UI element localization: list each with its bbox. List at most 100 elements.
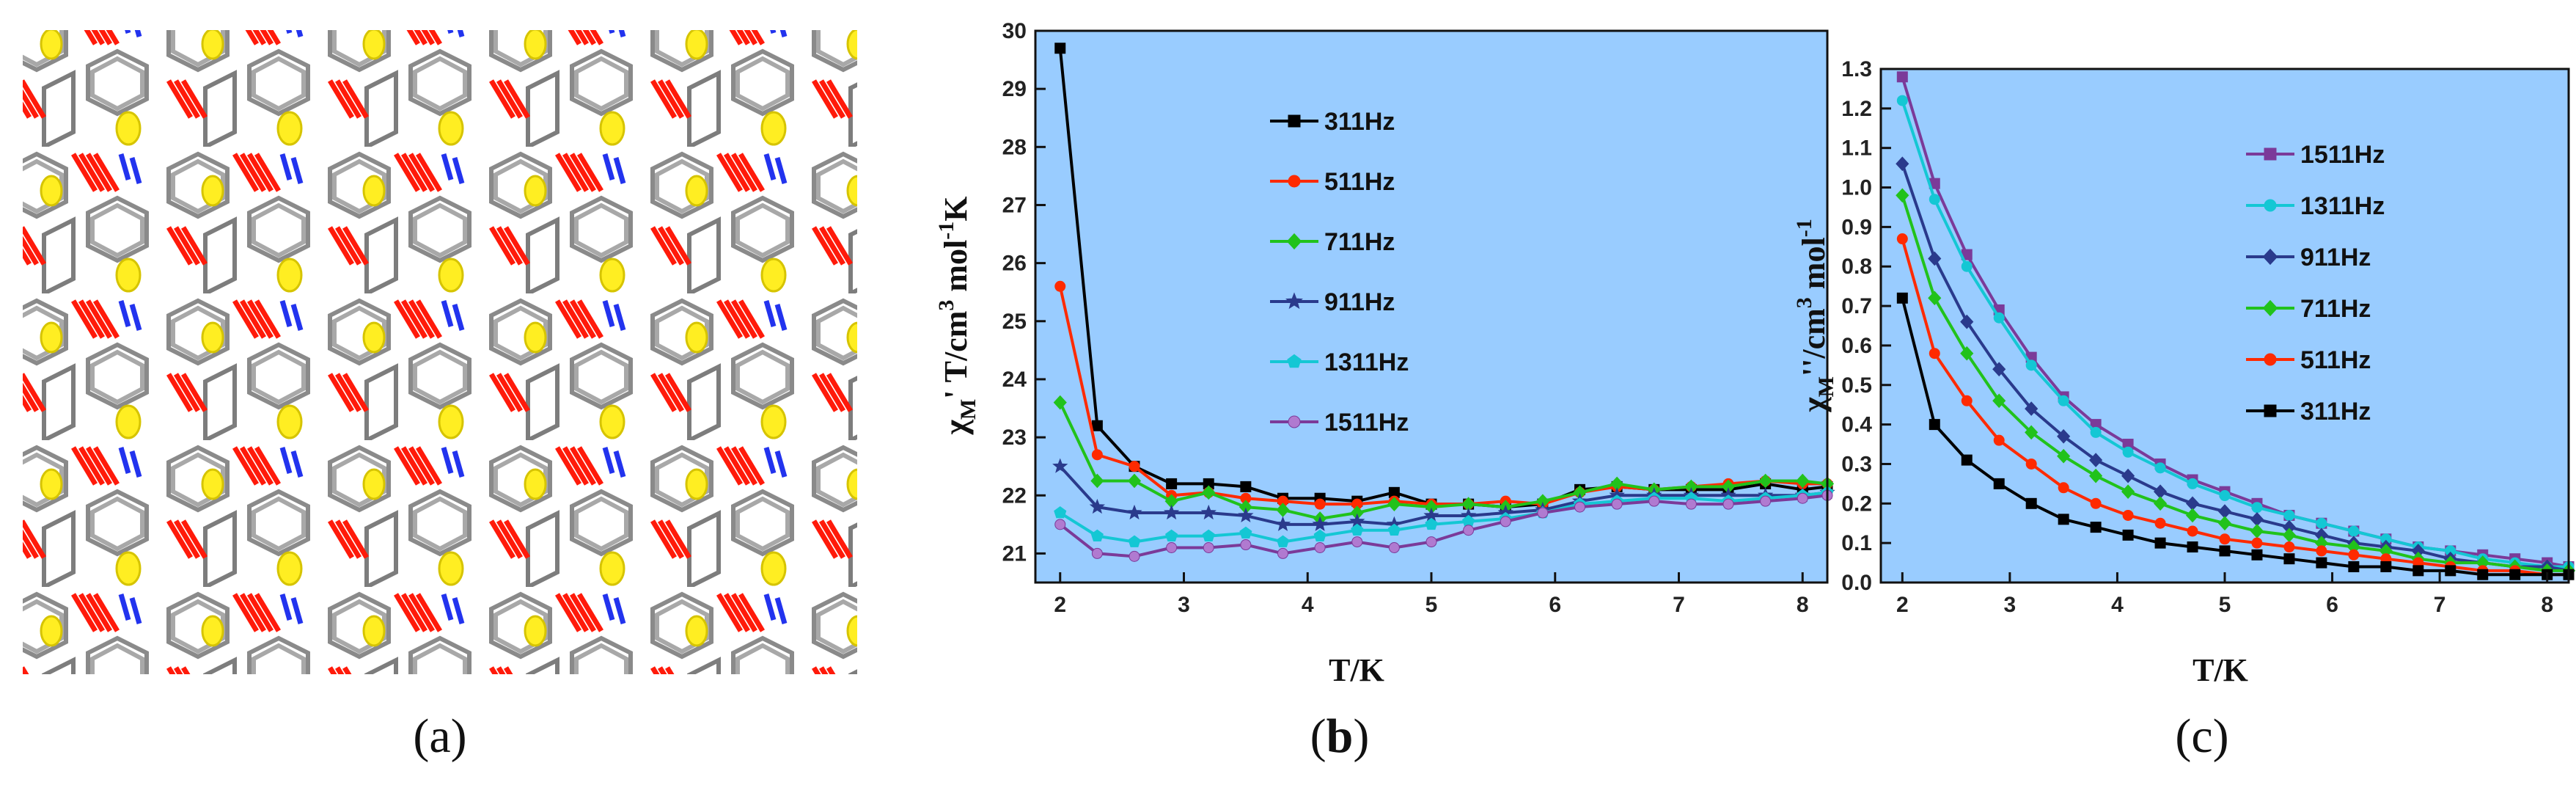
data-point-711Hz (1090, 473, 1104, 489)
data-point-311Hz (1993, 478, 2005, 489)
x-tick-label: 2 (1896, 593, 1909, 617)
crystal-structure-image (21, 29, 859, 676)
chart-c-ac-susceptibility-imaginary: 2 3 4 5 6 7 8 0.0 0.1 0.2 0.3 0.4 0.5 0.6 0.7 0.8 0.9 1.0… (1792, 57, 2576, 688)
data-point-311Hz (2283, 553, 2295, 565)
data-point-1511Hz (1611, 498, 1623, 510)
data-point-1311Hz (1313, 529, 1326, 541)
y-tick-label: 21 (1002, 541, 1027, 566)
legend-b: 311Hz 511Hz 711Hz 911Hz 1311Hz 1511Hz (1270, 108, 1409, 437)
data-point-1311Hz (1896, 95, 1908, 106)
x-tick-label: 7 (2434, 593, 2446, 617)
x-tick-label: 8 (2541, 593, 2553, 617)
data-point-511Hz (1091, 449, 1103, 461)
legend-label-1311Hz: 1311Hz (1324, 348, 1409, 376)
data-point-1511Hz (1166, 542, 1178, 554)
legend-marker-1311Hz (2264, 199, 2277, 212)
legend-marker-911Hz (1285, 292, 1303, 310)
series-line-1511Hz (1059, 494, 1828, 558)
data-point-511Hz (1929, 348, 1940, 359)
data-point-311Hz (1929, 419, 1940, 431)
data-point-311Hz (1091, 420, 1103, 431)
data-point-1311Hz (1993, 312, 2005, 324)
x-tick-label: 4 (2111, 593, 2124, 617)
series-line-911Hz (1901, 163, 2569, 572)
data-point-1311Hz (2251, 502, 2263, 514)
y-tick-label: 0.1 (1841, 531, 1872, 555)
data-point-511Hz (2219, 533, 2231, 545)
legend-label-1311Hz: 1311Hz (2300, 192, 2385, 220)
data-point-511Hz (2122, 509, 2134, 521)
data-point-711Hz (1202, 485, 1216, 500)
x-axis-title-c: T/K (2192, 652, 2248, 688)
data-point-1311Hz (1276, 535, 1290, 547)
data-point-1511Hz (1648, 495, 1660, 507)
panel-label-a: (a) (413, 709, 466, 763)
data-point-711Hz (2121, 484, 2135, 499)
data-point-1511Hz (1425, 536, 1437, 548)
data-point-511Hz (2316, 545, 2327, 557)
data-point-911Hz (2057, 428, 2071, 444)
panel-label-b: (b) (1310, 709, 1370, 763)
data-point-711Hz (1053, 395, 1067, 410)
data-point-1311Hz (2348, 525, 2360, 537)
data-point-911Hz (1163, 504, 1180, 520)
data-point-311Hz (2348, 561, 2360, 572)
data-point-311Hz (2187, 541, 2198, 553)
y-tick-label: 0.4 (1841, 413, 1872, 437)
legend-label-911Hz: 911Hz (1324, 288, 1395, 316)
data-point-311Hz (2090, 522, 2102, 533)
x-tick-label: 6 (1549, 593, 1561, 617)
data-point-1311Hz (1128, 535, 1141, 547)
data-point-311Hz (1240, 481, 1252, 492)
x-tick-label: 6 (2326, 593, 2338, 617)
data-point-511Hz (1129, 461, 1140, 472)
legend-marker-711Hz (2262, 299, 2278, 317)
series-line-1511Hz (1901, 76, 2569, 569)
y-tick-label: 29 (1002, 77, 1027, 101)
data-point-311Hz (2445, 565, 2456, 577)
legend-marker-911Hz (2262, 248, 2278, 266)
data-point-711Hz (1387, 497, 1401, 511)
data-point-1511Hz (1054, 519, 1066, 530)
x-tick-label: 3 (2004, 593, 2017, 617)
x-tick-label: 3 (1178, 593, 1190, 617)
data-point-1311Hz (1054, 505, 1067, 519)
data-point-1311Hz (1387, 523, 1401, 536)
legend-label-711Hz: 711Hz (2300, 295, 2371, 323)
y-tick-label: 26 (1002, 252, 1027, 276)
data-point-1511Hz (1091, 547, 1103, 559)
data-point-1311Hz (2122, 446, 2134, 458)
data-point-511Hz (1054, 280, 1066, 292)
y-tick-label: 23 (1002, 426, 1027, 450)
legend-label-711Hz: 711Hz (1324, 228, 1395, 256)
data-point-1311Hz (1425, 517, 1438, 530)
data-point-911Hz (1992, 362, 2006, 377)
data-point-311Hz (1166, 478, 1178, 489)
data-point-1511Hz (1351, 536, 1363, 548)
data-point-511Hz (2058, 482, 2069, 494)
data-point-911Hz (1312, 516, 1328, 531)
data-point-1311Hz (2058, 395, 2069, 406)
data-point-1311Hz (2316, 517, 2327, 529)
data-point-711Hz (1928, 291, 1942, 306)
data-point-511Hz (2090, 497, 2102, 509)
y-tick-label: 22 (1002, 483, 1027, 508)
data-point-511Hz (2025, 458, 2037, 470)
legend-marker-511Hz (1288, 175, 1301, 188)
legend-marker-311Hz (2264, 404, 2277, 417)
data-point-511Hz (2154, 517, 2166, 529)
data-point-311Hz (2251, 549, 2263, 561)
y-tick-label: 0.6 (1841, 334, 1872, 358)
data-point-311Hz (2219, 545, 2231, 557)
data-point-711Hz (1896, 188, 1909, 203)
legend-marker-511Hz (2264, 353, 2277, 366)
legend-marker-1311Hz (1287, 354, 1302, 368)
data-point-311Hz (1896, 292, 1908, 304)
legend-c: 1511Hz 1311Hz 911Hz 711Hz 511Hz 311Hz (2246, 141, 2385, 426)
data-point-311Hz (2316, 557, 2327, 569)
y-tick-label: 0.9 (1841, 215, 1872, 239)
data-point-711Hz (2153, 496, 2168, 511)
data-point-1511Hz (1685, 498, 1697, 510)
